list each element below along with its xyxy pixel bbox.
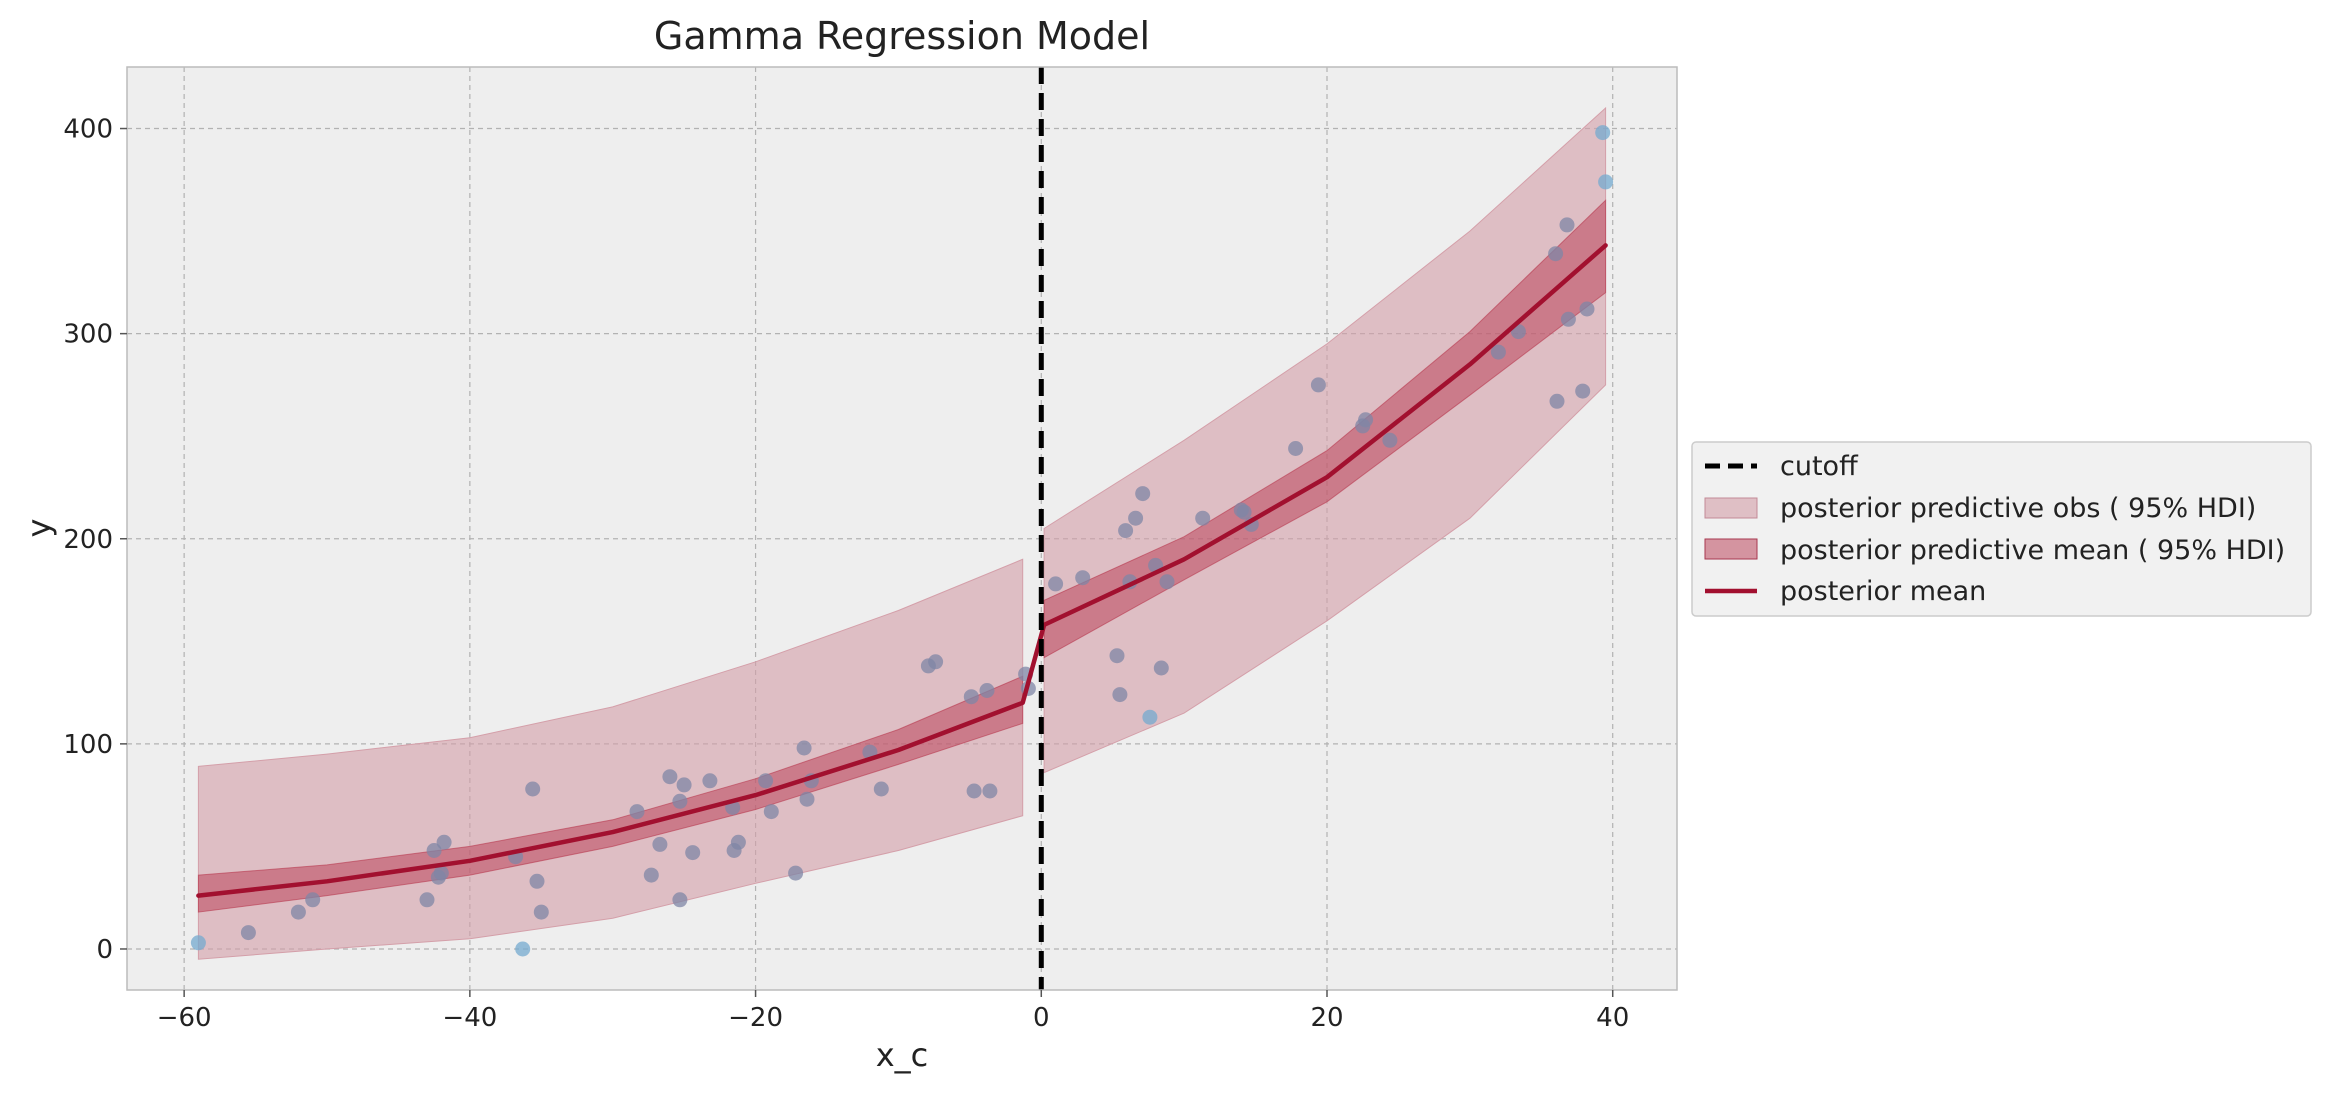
chart-title: Gamma Regression Model bbox=[654, 14, 1150, 58]
mean-line-group bbox=[196, 243, 1608, 898]
legend-entry-obs-hdi: posterior predictive obs ( 95% HDI) bbox=[1704, 493, 2256, 524]
data-point bbox=[1128, 510, 1144, 526]
data-point bbox=[1118, 523, 1134, 539]
x-tick-label: −60 bbox=[157, 1003, 212, 1033]
data-point bbox=[730, 834, 746, 850]
plot-border bbox=[126, 66, 1678, 991]
data-point bbox=[1559, 217, 1575, 233]
data-point bbox=[525, 781, 541, 797]
data-point bbox=[305, 892, 321, 908]
x-axis-ticks: −60 −40 −20 0 20 40 bbox=[157, 990, 1629, 1033]
x-tick-label: −40 bbox=[442, 1003, 497, 1033]
data-point bbox=[873, 781, 889, 797]
data-point bbox=[662, 769, 678, 785]
data-point bbox=[1358, 412, 1374, 428]
data-point bbox=[240, 925, 256, 941]
y-tick-label: 400 bbox=[63, 115, 113, 145]
y-tick-label: 0 bbox=[96, 935, 113, 965]
data-point bbox=[1112, 687, 1128, 703]
data-point bbox=[685, 845, 701, 861]
data-point bbox=[1159, 574, 1175, 590]
data-point bbox=[1075, 570, 1091, 586]
data-point bbox=[1490, 344, 1506, 360]
data-point bbox=[1575, 383, 1591, 399]
legend-frame bbox=[1691, 441, 2312, 617]
data-point bbox=[290, 904, 306, 920]
x-tick-label: 40 bbox=[1596, 1003, 1629, 1033]
data-point bbox=[1048, 576, 1064, 592]
data-point bbox=[1560, 311, 1576, 327]
y-tick-label: 300 bbox=[63, 320, 113, 350]
data-point bbox=[672, 793, 688, 809]
data-layer bbox=[190, 67, 1614, 990]
x-tick-label: 20 bbox=[1310, 1003, 1343, 1033]
y-axis-ticks: 0 100 200 300 400 bbox=[63, 115, 127, 965]
x-axis-title: x_c bbox=[876, 1036, 929, 1074]
legend: cutoff posterior predictive obs ( 95% HD… bbox=[1691, 441, 2312, 617]
data-point bbox=[1548, 246, 1564, 262]
data-point bbox=[190, 935, 206, 951]
data-point bbox=[533, 904, 549, 920]
data-point bbox=[799, 791, 815, 807]
data-point bbox=[433, 865, 449, 881]
data-point bbox=[1109, 648, 1125, 664]
legend-swatch-mean-hdi bbox=[1704, 538, 1758, 560]
data-point bbox=[672, 892, 688, 908]
data-point bbox=[629, 804, 645, 820]
data-point bbox=[643, 867, 659, 883]
data-point bbox=[982, 783, 998, 799]
legend-label-mean-hdi: posterior predictive mean ( 95% HDI) bbox=[1780, 535, 2285, 566]
y-tick-label: 100 bbox=[63, 730, 113, 760]
data-point bbox=[529, 873, 545, 889]
data-point bbox=[963, 689, 979, 705]
data-point bbox=[796, 740, 812, 756]
legend-label-obs-hdi: posterior predictive obs ( 95% HDI) bbox=[1780, 493, 2256, 524]
posterior-mean-line bbox=[196, 243, 1608, 898]
obs-hdi-band-right bbox=[1043, 106, 1607, 774]
data-point bbox=[515, 941, 531, 957]
legend-label-mean: posterior mean bbox=[1780, 576, 1986, 607]
legend-entry-mean: posterior mean bbox=[1705, 576, 1986, 607]
data-point bbox=[758, 773, 774, 789]
data-point bbox=[652, 836, 668, 852]
data-point bbox=[1382, 432, 1398, 448]
data-point bbox=[979, 683, 995, 698]
data-point bbox=[1598, 174, 1614, 190]
data-point bbox=[1236, 504, 1252, 520]
data-point bbox=[763, 804, 779, 820]
data-point bbox=[419, 892, 435, 908]
data-point bbox=[928, 654, 944, 670]
data-point bbox=[1549, 393, 1565, 409]
data-point bbox=[1288, 441, 1304, 456]
y-axis-title: y bbox=[20, 519, 58, 538]
data-point bbox=[1142, 709, 1158, 725]
data-point bbox=[426, 843, 442, 858]
data-point bbox=[1310, 377, 1326, 393]
data-point bbox=[676, 777, 692, 793]
data-point bbox=[1153, 660, 1169, 676]
data-point bbox=[1195, 510, 1211, 526]
data-point bbox=[966, 783, 982, 799]
y-tick-label: 200 bbox=[63, 525, 113, 555]
x-tick-label: 0 bbox=[1033, 1003, 1050, 1033]
legend-entry-mean-hdi: posterior predictive mean ( 95% HDI) bbox=[1704, 535, 2285, 566]
data-point bbox=[1595, 125, 1611, 141]
legend-entry-cutoff: cutoff bbox=[1705, 451, 1859, 482]
legend-swatch-obs-hdi bbox=[1704, 497, 1758, 519]
data-point bbox=[788, 865, 804, 881]
x-tick-label: −20 bbox=[728, 1003, 783, 1033]
legend-label-cutoff: cutoff bbox=[1780, 451, 1859, 482]
data-point bbox=[702, 773, 718, 789]
data-point bbox=[436, 834, 452, 850]
data-point bbox=[1135, 486, 1151, 502]
scatter-group bbox=[190, 125, 1614, 957]
mean-hdi-band-right bbox=[1043, 199, 1607, 659]
data-point bbox=[1579, 301, 1595, 317]
